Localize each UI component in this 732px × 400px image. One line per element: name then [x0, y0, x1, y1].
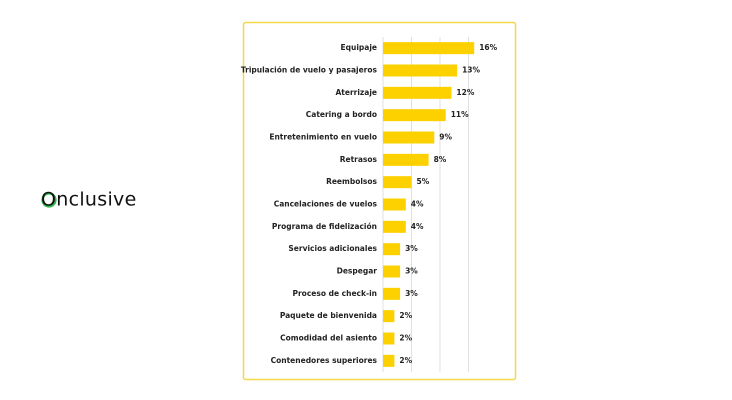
bar: [383, 42, 475, 55]
value-label: 9%: [439, 133, 452, 142]
value-label: 13%: [462, 66, 480, 75]
bar: [383, 265, 401, 278]
value-label: 2%: [399, 356, 412, 365]
bar: [383, 131, 435, 144]
category-label: Aterrizaje: [335, 88, 377, 97]
bar: [383, 243, 401, 256]
bar: [383, 332, 395, 345]
category-label: Tripulación de vuelo y pasajeros: [241, 66, 378, 75]
category-label: Catering a bordo: [306, 110, 377, 119]
category-label: Reembolsos: [326, 177, 377, 186]
bar: [383, 176, 412, 189]
brand-logo: Onclusive: [41, 189, 137, 211]
bar: [383, 220, 406, 233]
category-label: Contenedores superiores: [271, 356, 378, 365]
category-label: Entretenimiento en vuelo: [269, 133, 377, 142]
value-label: 3%: [405, 244, 418, 253]
category-label: Retrasos: [340, 155, 378, 164]
value-label: 4%: [411, 200, 424, 209]
bar: [383, 354, 395, 367]
category-label: Servicios adicionales: [288, 244, 377, 253]
bar: [383, 86, 452, 99]
value-label: 3%: [405, 267, 418, 276]
value-label: 5%: [417, 177, 430, 186]
bar: [383, 109, 446, 122]
category-label: Proceso de check-in: [292, 289, 377, 298]
bar: [383, 310, 395, 323]
chart-frame: [242, 21, 517, 381]
bar: [383, 153, 429, 166]
value-label: 11%: [451, 110, 469, 119]
category-label: Comodidad del asiento: [280, 334, 377, 343]
bar: [383, 198, 406, 211]
category-label: Cancelaciones de vuelos: [274, 200, 378, 209]
value-label: 2%: [399, 334, 412, 343]
value-label: 12%: [456, 88, 474, 97]
bar: [383, 64, 458, 77]
value-label: 4%: [411, 222, 424, 231]
value-label: 2%: [399, 311, 412, 320]
category-label: Paquete de bienvenida: [280, 311, 377, 320]
value-label: 8%: [434, 155, 447, 164]
bar: [383, 287, 401, 300]
category-label: Despegar: [337, 267, 378, 276]
category-label: Equipaje: [341, 43, 378, 52]
value-label: 3%: [405, 289, 418, 298]
category-label: Programa de fidelización: [272, 222, 377, 231]
logo-ring: [41, 192, 57, 208]
value-label: 16%: [479, 43, 497, 52]
